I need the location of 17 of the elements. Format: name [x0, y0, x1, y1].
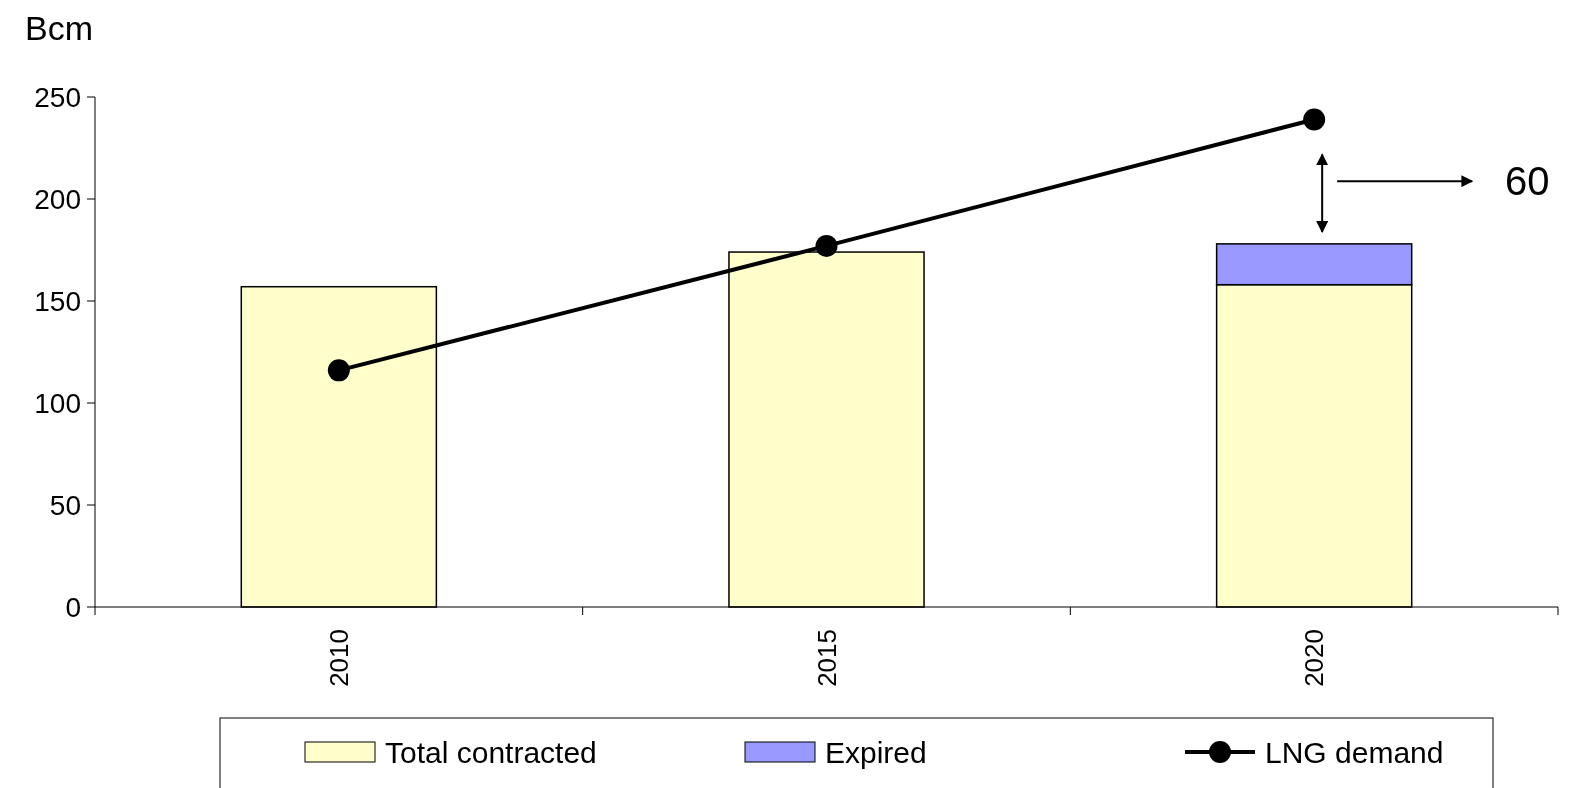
x-tick-label: 2020	[1299, 629, 1330, 687]
point	[327, 359, 350, 382]
y-axis-title: Bcm	[25, 9, 93, 47]
y-tick-label: 50	[49, 489, 81, 521]
point	[1303, 108, 1326, 131]
x-tick-label: 2015	[811, 629, 842, 687]
y-tick-label: 0	[65, 591, 81, 623]
x-tick-label: 2010	[323, 629, 354, 687]
y-tick-label: 150	[34, 285, 81, 317]
y-tick-label: 250	[34, 81, 81, 113]
point	[815, 234, 838, 257]
annotation: 60	[1505, 159, 1550, 204]
legend-label: LNG demand	[1265, 735, 1444, 769]
legend-label: Total contracted	[385, 735, 597, 769]
y-tick-label: 200	[34, 183, 81, 215]
legend-label: Expired	[825, 735, 927, 769]
y-tick-label: 100	[34, 387, 81, 419]
